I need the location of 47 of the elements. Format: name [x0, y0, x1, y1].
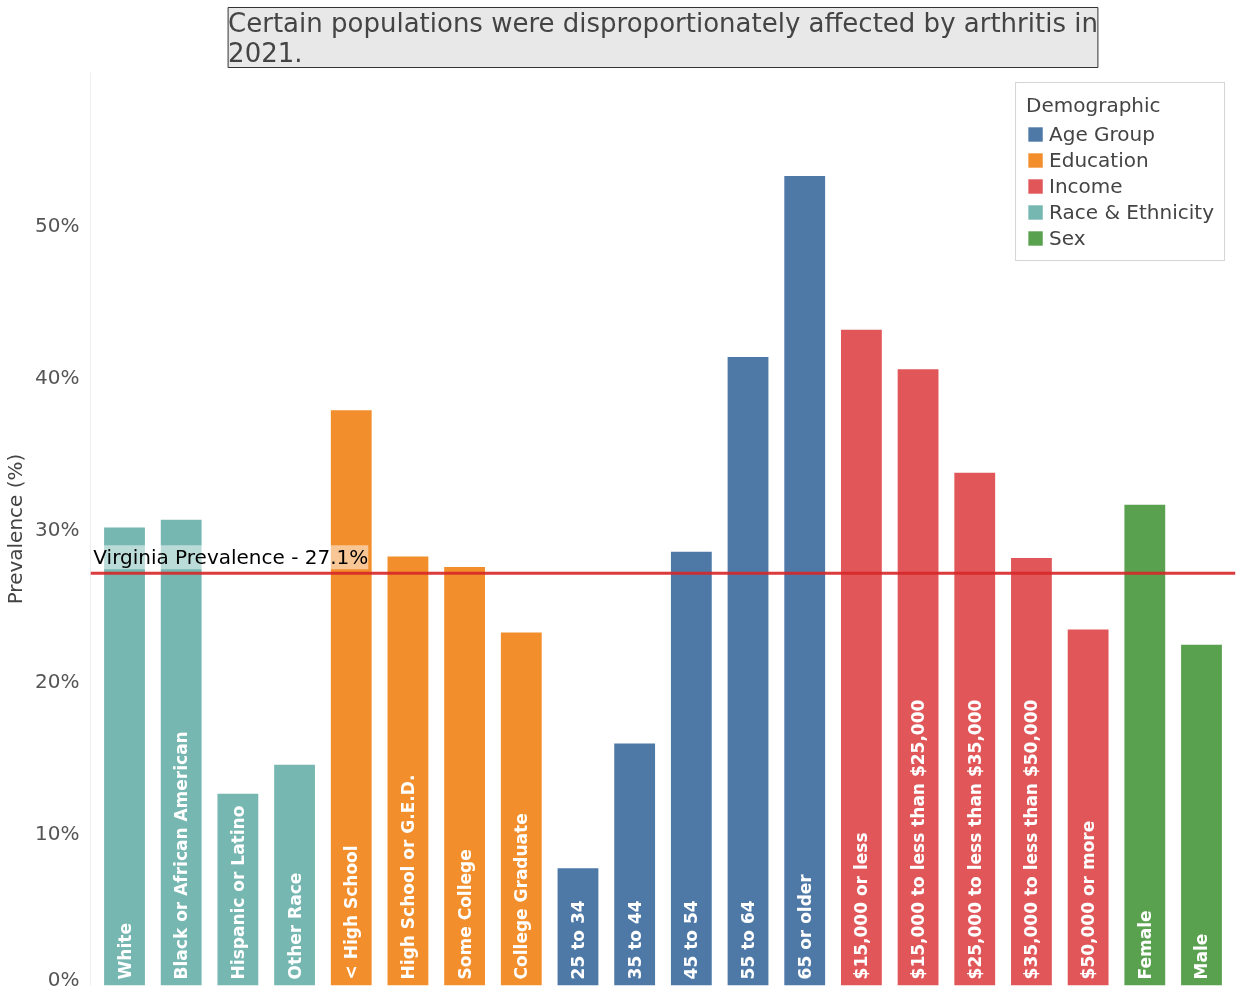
bar: [614, 743, 656, 986]
x-tick-label: $25,000 to less than $35,000: [964, 699, 985, 980]
x-tick-label: White: [114, 923, 135, 980]
chart-title: Certain populations were disproportionately affected by arthritis in 2021.: [228, 7, 1098, 68]
x-tick-label: 65 or older: [794, 873, 815, 980]
x-tick-label: 35 to 44: [624, 900, 645, 980]
y-tick-label: 10%: [35, 821, 80, 846]
bar: [670, 551, 712, 986]
x-tick-label: 55 to 64: [738, 900, 759, 980]
bar: [954, 472, 996, 986]
y-axis-title: Prevalence (%): [3, 453, 28, 605]
x-tick-label: $35,000 to less than $50,000: [1021, 699, 1042, 980]
x-tick-label: Other Race: [284, 872, 305, 980]
y-tick-label: 50%: [35, 212, 80, 237]
x-tick-label: $50,000 or more: [1078, 820, 1099, 980]
x-tick-label: Female: [1134, 910, 1155, 980]
bar: [500, 632, 542, 986]
legend-label: Age Group: [1049, 122, 1155, 146]
x-tick-label: Black or African American: [171, 731, 192, 980]
bar: [1124, 504, 1166, 986]
x-tick-label: 45 to 54: [681, 900, 702, 980]
bar: [1067, 629, 1109, 986]
y-tick-label: 0%: [47, 966, 80, 991]
x-tick-label: $15,000 or less: [851, 832, 872, 980]
legend-label: Sex: [1049, 226, 1086, 250]
x-tick-label: High School or G.E.D.: [397, 774, 418, 980]
x-tick-label: Some College: [454, 849, 475, 980]
legend-label: Income: [1049, 174, 1123, 198]
legend-label: Race & Ethnicity: [1049, 200, 1214, 224]
x-tick-label: Male: [1191, 933, 1212, 980]
bar: [274, 764, 315, 986]
legend-label: Education: [1049, 148, 1149, 172]
bar: [784, 175, 826, 986]
x-tick-label: Hispanic or Latino: [227, 805, 248, 980]
bar: [444, 567, 486, 986]
x-tick-label: $15,000 to less than $25,000: [908, 699, 929, 980]
legend-title: Demographic: [1026, 93, 1162, 117]
x-tick-label: < High School: [341, 845, 362, 980]
x-tick-label: 25 to 34: [567, 900, 588, 980]
y-tick-label: 30%: [35, 517, 80, 541]
bar: [840, 329, 882, 986]
x-tick-label: College Graduate: [511, 813, 532, 980]
y-tick-label: 20%: [35, 669, 80, 694]
bar: [727, 357, 769, 986]
bar: [1181, 644, 1222, 986]
y-tick-label: 40%: [35, 364, 80, 389]
ref-line-label: Virginia Prevalence - 27.1%: [93, 545, 369, 570]
